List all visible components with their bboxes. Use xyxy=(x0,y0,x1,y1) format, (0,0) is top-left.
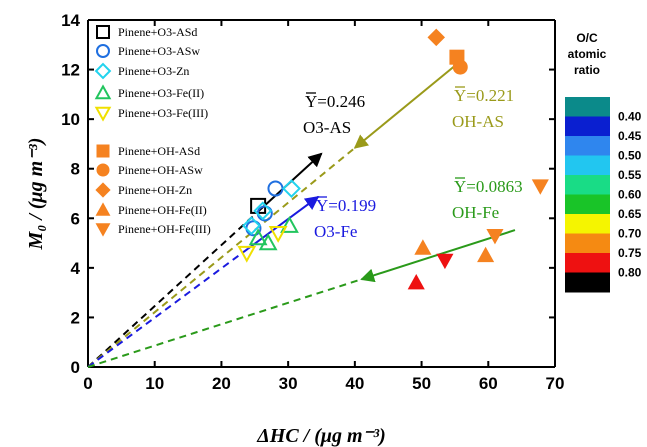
colorbar-tick-label: 0.75 xyxy=(618,246,642,260)
colorbar-tick-label: 0.50 xyxy=(618,149,642,163)
axes xyxy=(87,19,556,368)
y-tick-label: 14 xyxy=(61,11,80,30)
fit-group-label: O3-AS xyxy=(303,118,351,137)
fit-slope-label: Y=0.199 xyxy=(316,196,376,215)
fit-line-dashed xyxy=(87,278,362,368)
legend-marker xyxy=(95,223,111,237)
colorbar-swatch xyxy=(565,155,610,176)
legend-marker xyxy=(96,144,110,158)
legend-marker xyxy=(96,25,110,39)
colorbar-swatch xyxy=(565,194,610,215)
fit-group-label: OH-AS xyxy=(452,112,504,131)
data-point xyxy=(486,228,504,245)
legend-label: Pinene+OH-Zn xyxy=(118,183,192,197)
x-tick-label: 10 xyxy=(145,374,164,393)
x-tick-label: 20 xyxy=(212,374,231,393)
data-point xyxy=(268,225,288,243)
fit-slope-label: Y=0.0863 xyxy=(454,177,523,196)
legend-marker xyxy=(94,106,112,122)
data-point xyxy=(282,179,301,199)
fit-line-dashed xyxy=(87,247,249,368)
colorbar-swatch xyxy=(565,116,610,137)
colorbar-swatch xyxy=(565,136,610,156)
tick-labels: 0 10 20 30 40 50 60 70 0 2 4 6 8 10 12 14 xyxy=(61,11,564,393)
colorbar-swatch xyxy=(565,253,610,273)
x-tick-label: 40 xyxy=(345,374,364,393)
colorbar-tick-label: 0.40 xyxy=(618,110,642,124)
colorbar-tick-label: 0.55 xyxy=(618,168,642,182)
y-tick-label: 8 xyxy=(71,160,80,179)
data-points xyxy=(237,28,549,290)
fit-line-dashed xyxy=(87,147,356,368)
colorbar-tick-label: 0.45 xyxy=(618,129,642,143)
legend-marker xyxy=(94,84,112,100)
legend-marker xyxy=(95,202,111,216)
colorbar: O/C atomic ratio 0.40 0.45 0.50 0.55 0.60 0.65 0.… xyxy=(565,31,642,293)
legend-marker xyxy=(96,163,110,177)
data-point xyxy=(452,59,468,75)
x-tick-label: 70 xyxy=(546,374,565,393)
data-point xyxy=(248,228,268,246)
legend-label: Pinene+O3-Fe(II) xyxy=(118,86,204,100)
colorbar-swatch xyxy=(565,214,610,234)
legend-marker xyxy=(94,62,112,80)
colorbar-swatch xyxy=(565,175,610,195)
legend-label: Pinene+OH-Fe(III) xyxy=(118,222,211,236)
data-point xyxy=(253,201,273,221)
data-point xyxy=(237,245,257,263)
legend: Pinene+O3-ASd Pinene+O3-ASw Pinene+O3-Zn Pi… xyxy=(94,25,211,237)
colorbar-swatch xyxy=(565,272,610,293)
y-axis-title: M₀ / (μg m⁻³) xyxy=(25,138,47,251)
colorbar-tick-label: 0.80 xyxy=(618,266,642,280)
data-point xyxy=(414,239,432,255)
colorbar-title-line: ratio xyxy=(574,63,600,77)
colorbar-tick-label: 0.65 xyxy=(618,207,642,221)
legend-label: Pinene+O3-ASw xyxy=(118,44,200,58)
legend-label: Pinene+O3-Fe(III) xyxy=(118,106,208,120)
fit-line-solid xyxy=(247,196,320,250)
data-point xyxy=(267,180,284,197)
colorbar-title-line: O/C xyxy=(576,31,598,45)
y-tick-label: 6 xyxy=(71,209,80,228)
y-tick-label: 12 xyxy=(61,61,80,80)
fit-line-dashed xyxy=(87,210,259,368)
data-point xyxy=(436,253,454,270)
data-point xyxy=(531,179,549,195)
y-tick-label: 10 xyxy=(61,110,80,129)
y-tick-label: 4 xyxy=(71,259,81,278)
data-point xyxy=(477,246,495,263)
colorbar-tick-label: 0.60 xyxy=(618,188,642,202)
fit-slope-label: Y=0.246 xyxy=(305,92,365,111)
fit-group-label: O3-Fe xyxy=(314,222,357,241)
x-axis-title: ΔHC / (μg m⁻³) xyxy=(256,425,386,447)
colorbar-tick-label: 0.70 xyxy=(618,227,642,241)
axis-titles: ΔHC / (μg m⁻³) M₀ / (μg m⁻³) xyxy=(25,138,386,447)
legend-label: Pinene+OH-ASw xyxy=(118,163,203,177)
x-tick-label: 30 xyxy=(279,374,298,393)
legend-label: Pinene+OH-ASd xyxy=(118,144,200,158)
legend-label: Pinene+OH-Fe(II) xyxy=(118,203,207,217)
data-point xyxy=(407,273,425,290)
data-point xyxy=(241,216,261,236)
legend-label: Pinene+O3-Zn xyxy=(118,64,189,78)
x-tick-label: 50 xyxy=(412,374,431,393)
x-tick-label: 0 xyxy=(83,374,92,393)
x-tick-label: 60 xyxy=(479,374,498,393)
fit-line-solid xyxy=(353,63,458,149)
legend-marker xyxy=(95,182,111,198)
y-tick-label: 2 xyxy=(71,308,80,327)
fit-group-label: OH-Fe xyxy=(452,203,499,222)
colorbar-swatch xyxy=(565,233,610,254)
legend-label: Pinene+O3-ASd xyxy=(118,25,197,39)
colorbar-title-line: atomic xyxy=(568,47,607,61)
legend-marker xyxy=(96,44,110,58)
data-point xyxy=(280,215,299,233)
data-point xyxy=(427,28,446,47)
fit-slope-label: Y=0.221 xyxy=(454,86,514,105)
data-point xyxy=(258,233,278,251)
colorbar-swatch xyxy=(565,97,610,117)
y-tick-label: 0 xyxy=(71,358,80,377)
